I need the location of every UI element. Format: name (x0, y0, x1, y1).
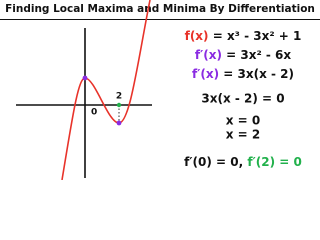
page: Finding Local Maxima and Minima By Diffe… (0, 0, 320, 180)
expression: = 3x(x - 2) (219, 67, 294, 81)
equation: 3x(x - 2) = 0 (201, 92, 284, 106)
root-point (116, 102, 122, 108)
thumbnail: Finding Local Maxima and Minima By Diffe… (0, 0, 320, 180)
expression: f′(0) = 0, (184, 155, 247, 169)
function: f(x) (185, 29, 209, 43)
axis-label: 0 (91, 108, 97, 118)
max-point (82, 75, 88, 81)
equation: f′(0) = 0, f′(2) = 0 (184, 155, 302, 169)
equation: x = 2 (226, 128, 261, 142)
curve (61, 0, 151, 180)
expression: = x³ - 3x² + 1 (209, 29, 302, 43)
equation: f′(x) = 3x² - 6x (195, 48, 292, 62)
axis-label: 2 (116, 92, 122, 102)
derivative: f′(x) (195, 48, 222, 62)
title: Finding Local Maxima and Minima By Diffe… (5, 3, 315, 15)
expression: = 3x² - 6x (222, 48, 291, 62)
equation: x = 0 (226, 114, 261, 128)
equation: f′(x) = 3x(x - 2) (192, 67, 294, 81)
derivative: f′(x) (192, 67, 219, 81)
min-point (116, 120, 122, 126)
background (0, 0, 320, 180)
expression: f′(2) = 0 (247, 155, 301, 169)
equation: f(x) = x³ - 3x² + 1 (185, 29, 302, 43)
